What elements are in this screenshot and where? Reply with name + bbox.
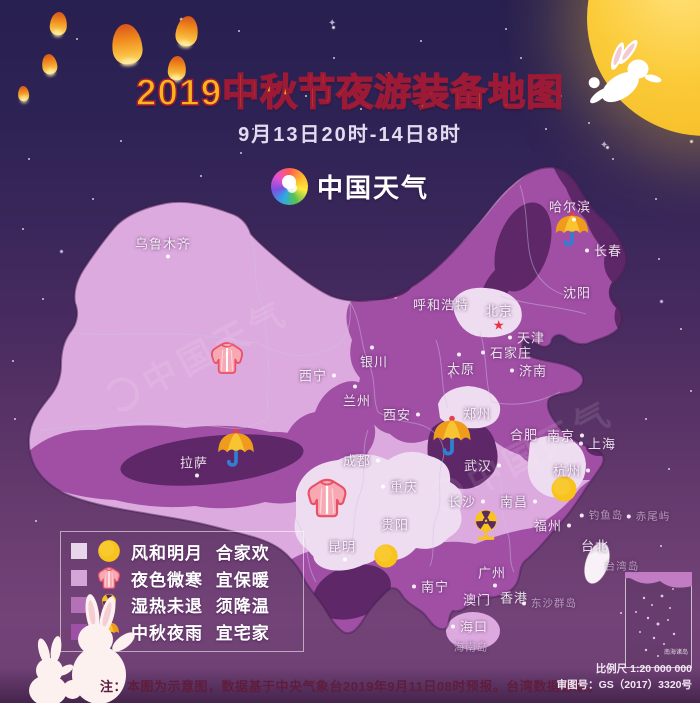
hainan-island	[446, 612, 500, 650]
legend: 风和明月 合家欢 夜色微寒 宜保暖 湿热未退 须降温 中秋夜雨 宜宅家	[60, 531, 304, 652]
legend-label: 中秋夜雨 宜宅家	[131, 624, 270, 644]
taiwan-island	[584, 542, 610, 584]
moon-icon	[374, 544, 398, 568]
region-clear-beijing	[452, 287, 522, 338]
poster-title: 2019中秋节夜游装备地图	[135, 71, 565, 114]
legend-color-swatch	[71, 596, 87, 613]
region-rain-southwest	[313, 564, 391, 620]
legend-color-swatch	[71, 543, 87, 560]
region-clear-kunming	[313, 533, 377, 571]
legend-row: 湿热未退 须降温	[71, 592, 303, 618]
legend-row: 夜色微寒 宜保暖	[71, 565, 303, 591]
map-approval: 审图号：GS（2017）3320号	[556, 678, 692, 691]
moon-icon	[551, 476, 577, 502]
date-range: 9月13日20时-14日8时	[238, 124, 462, 146]
china-outline	[27, 166, 628, 635]
inset-label: 南海诸岛	[664, 648, 688, 656]
footnote: 注：本图为示意图，数据基于中央气象台2019年9月11日08时预报。台湾数据暂缺…	[100, 679, 601, 694]
china-weather-logo-icon	[270, 168, 308, 205]
moon-icon	[96, 538, 122, 564]
map-scale: 比例尺 1:20 000 000	[595, 663, 692, 675]
legend-label: 夜色微寒 宜保暖	[131, 570, 270, 590]
brand-logo: 中国天气	[0, 168, 700, 205]
region-rain-lhasa	[120, 434, 304, 486]
brand-name: 中国天气	[316, 173, 429, 203]
map-meta: 比例尺 1:20 000 000 审图号：GS（2017）3320号	[557, 662, 692, 694]
legend-color-swatch	[71, 570, 87, 587]
sparkle-icon: ✦	[236, 84, 245, 95]
inset-islands	[635, 594, 676, 657]
rabbits-illustration	[26, 593, 151, 703]
inset-coast	[625, 572, 692, 588]
legend-row: 风和明月 合家欢	[71, 538, 303, 564]
jacket-icon	[96, 565, 122, 591]
legend-label: 风和明月 合家欢	[131, 543, 270, 563]
legend-label: 湿热未退 须降温	[131, 597, 270, 617]
south-china-sea-inset: 南海诸岛	[625, 572, 692, 668]
sparkle-icon: ✦	[600, 140, 609, 151]
sparkle-icon: ✦	[328, 18, 337, 29]
province-borders	[39, 184, 587, 583]
region-rain-fareast	[552, 167, 627, 360]
